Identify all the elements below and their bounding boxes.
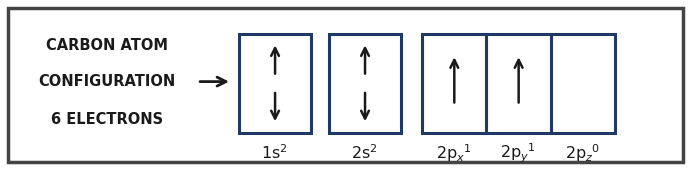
Text: CARBON ATOM: CARBON ATOM bbox=[46, 38, 168, 53]
Text: CONFIGURATION: CONFIGURATION bbox=[39, 74, 176, 89]
Bar bbox=[422, 34, 615, 133]
Text: 2p$_x$$^1$: 2p$_x$$^1$ bbox=[436, 142, 472, 164]
Text: 2s$^2$: 2s$^2$ bbox=[352, 144, 378, 162]
Text: 6 ELECTRONS: 6 ELECTRONS bbox=[51, 112, 163, 126]
Bar bbox=[329, 34, 401, 133]
Text: 2p$_y$$^1$: 2p$_y$$^1$ bbox=[500, 141, 536, 165]
Text: 1s$^2$: 1s$^2$ bbox=[262, 144, 288, 162]
Bar bbox=[239, 34, 311, 133]
Text: 2p$_z$$^0$: 2p$_z$$^0$ bbox=[565, 142, 601, 164]
